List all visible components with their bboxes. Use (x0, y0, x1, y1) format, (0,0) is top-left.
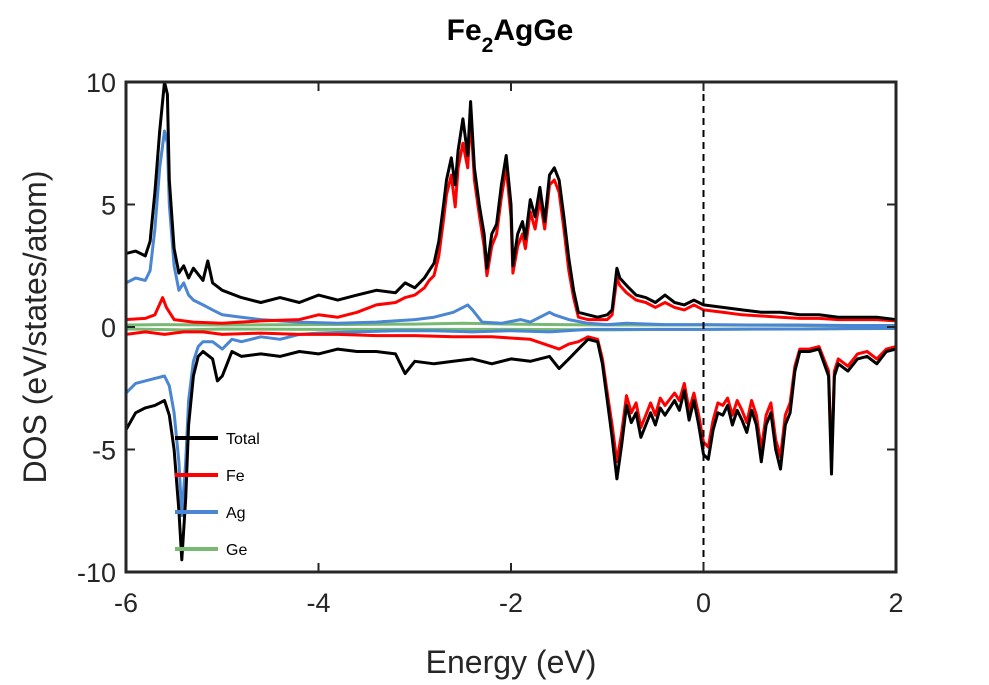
title-text-fe: Fe (446, 14, 482, 47)
series-line-total-up (126, 82, 896, 322)
y-axis-label: DOS (eV/states/atom) (17, 171, 53, 484)
y-tick-label: 5 (101, 191, 116, 221)
x-tick-label: -6 (114, 588, 138, 618)
y-tick-label: -5 (92, 436, 116, 466)
legend-label-ge: Ge (226, 542, 247, 559)
y-tick-label: -10 (77, 558, 116, 588)
series-line-ag-down (126, 327, 896, 518)
title-subscript: 2 (481, 34, 494, 57)
series-line-total-down (126, 337, 896, 562)
axes-frame (124, 80, 898, 574)
x-axis-label: Energy (eV) (426, 644, 597, 680)
title-text-agge: AgGe (493, 14, 574, 47)
series-line-fe-up (126, 114, 896, 325)
legend-label-fe: Fe (226, 468, 245, 485)
y-tick-label: 10 (86, 68, 116, 98)
legend-label-total: Total (226, 431, 260, 448)
x-tick-label: -4 (306, 588, 330, 618)
legend-label-ag: Ag (226, 505, 246, 522)
x-tick-label: -2 (499, 588, 523, 618)
axes: -6 -4 -2 0 2 -10 -5 0 5 10 Energy (eV) DOS (eV/stat… (17, 68, 904, 680)
chart-title: Fe2AgGe (0, 14, 989, 57)
plot-area (126, 82, 896, 572)
x-tick-label: 0 (696, 588, 711, 618)
legend: Total Fe Ag Ge (175, 431, 260, 559)
series-group (126, 82, 896, 562)
y-tick-label: 0 (101, 313, 116, 343)
x-tick-label: 2 (888, 588, 903, 618)
